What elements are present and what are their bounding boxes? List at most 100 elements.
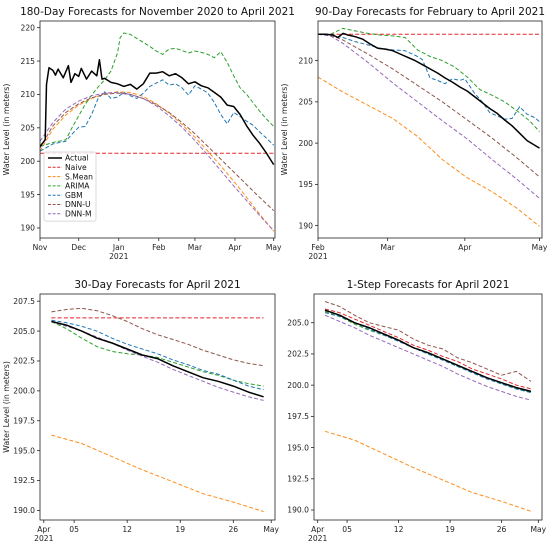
y-tick-label: 207.5 [13,297,35,306]
y-tick-label: 195 [299,180,314,189]
panel-title: 90-Day Forecasts for February to April 2… [315,6,545,18]
series-line-s-mean [318,76,540,227]
series-line-dnn-m [324,314,532,401]
series-line-actual [318,32,540,149]
x-tick-year: 2021 [308,252,327,261]
y-tick-label: 190.0 [287,506,309,515]
legend-label: DNN-M [65,210,92,219]
series-line-s-mean [324,430,532,512]
x-tick-label: Dec [71,243,86,252]
x-tick-label: Apr [37,525,51,534]
series-line-arima [318,27,540,132]
x-tick-label: Apr [228,243,242,252]
panel-title: 1-Step Forecasts for April 2021 [347,279,510,291]
y-tick-label: 190 [21,224,36,233]
chart-panel-3: 30-Day Forecasts for April 2021 Water Lev… [2,279,280,543]
x-tick-label: Mar [381,243,396,252]
chart-panel-1: 180-Day Forecasts for November 2020 to A… [2,6,295,261]
x-tick-label: 05 [342,525,352,534]
y-tick-label: 197.5 [287,412,309,421]
y-tick-label: 190 [299,221,314,230]
series-line-s-mean [51,434,264,513]
legend-box [43,151,97,222]
y-tick-label: 200.0 [287,381,309,390]
y-tick-label: 192.5 [287,474,309,483]
x-tick-label: 19 [175,525,185,534]
y-tick-label: 210 [299,56,314,65]
y-axis-label: Water Level (in meters) [280,84,289,176]
series-group [51,307,264,513]
y-tick-label: 197.5 [13,416,35,425]
x-tick-label: May [263,525,279,534]
y-tick-label: 205.0 [13,327,35,336]
x-tick-label: 26 [497,525,507,534]
series-group [318,27,540,227]
legend-label: DNN-U [65,200,91,209]
y-tick-label: 215 [21,57,36,66]
y-axis-label: Water Level (in meters) [2,361,11,453]
y-tick-label: 192.5 [13,476,35,485]
series-line-dnn-u [324,301,532,382]
plot-frame [313,293,543,521]
x-tick-year: 2021 [308,534,327,543]
y-tick-label: 200 [299,139,314,148]
x-tick-label: Mar [188,243,203,252]
series-line-gbm [40,79,275,152]
series-line-actual [324,309,532,393]
series-line-dnn-m [318,33,540,199]
y-tick-label: 220 [21,23,36,32]
series-line-gbm [51,319,264,391]
x-tick-label: May [266,243,282,252]
y-tick-label: 202.5 [13,357,35,366]
x-tick-label: Nov [33,243,48,252]
series-line-gbm [318,33,540,123]
y-tick-label: 205.0 [287,318,309,327]
series-line-dnn-u [318,33,540,178]
series-group [324,301,532,512]
y-tick-label: 210 [21,90,36,99]
series-line-actual [40,58,275,166]
x-tick-label: 05 [69,525,79,534]
chart-panel-4: 1-Step Forecasts for April 2021 190.0 192.… [287,279,546,543]
x-tick-label: Apr [458,243,472,252]
legend-label: ARIMA [65,182,90,191]
series-line-arima [40,32,275,147]
x-tick-label: 19 [445,525,455,534]
panel-title: 30-Day Forecasts for April 2021 [74,279,240,291]
legend-label: GBM [65,191,83,200]
y-tick-label: 195 [21,190,36,199]
y-tick-label: 200.0 [13,387,35,396]
x-tick-label: Apr [311,525,325,534]
x-tick-label: 12 [122,525,132,534]
y-tick-label: 205 [21,124,36,133]
y-tick-label: 202.5 [287,350,309,359]
x-tick-label: May [532,243,548,252]
legend-label: S.Mean [65,172,93,181]
series-line-dnn-m [40,91,275,232]
y-tick-label: 195.0 [287,443,309,452]
plot-frame [39,20,276,239]
y-axis-label: Water Level (in meters) [2,84,11,176]
series-line-arima [324,311,532,394]
chart-panel-2: 90-Day Forecasts for February to April 2… [280,6,548,261]
x-tick-year: 2021 [109,252,128,261]
x-tick-year: 2021 [34,534,53,543]
y-tick-label: 200 [21,157,36,166]
x-tick-label: Feb [311,243,325,252]
series-line-actual [51,320,264,398]
panel-title: 180-Day Forecasts for November 2020 to A… [20,6,295,18]
legend-label: Naive [65,163,87,172]
plot-frame [317,20,543,239]
series-line-s-mean [40,91,275,232]
y-tick-label: 195.0 [13,446,35,455]
x-tick-label: 12 [394,525,404,534]
series-line-dnn-u [40,92,275,211]
x-tick-label: Jan [112,243,125,252]
y-tick-label: 190.0 [13,506,35,515]
series-line-dnn-m [51,321,264,401]
y-tick-label: 205 [299,98,314,107]
x-tick-label: 26 [228,525,238,534]
legend-label: Actual [65,154,89,163]
